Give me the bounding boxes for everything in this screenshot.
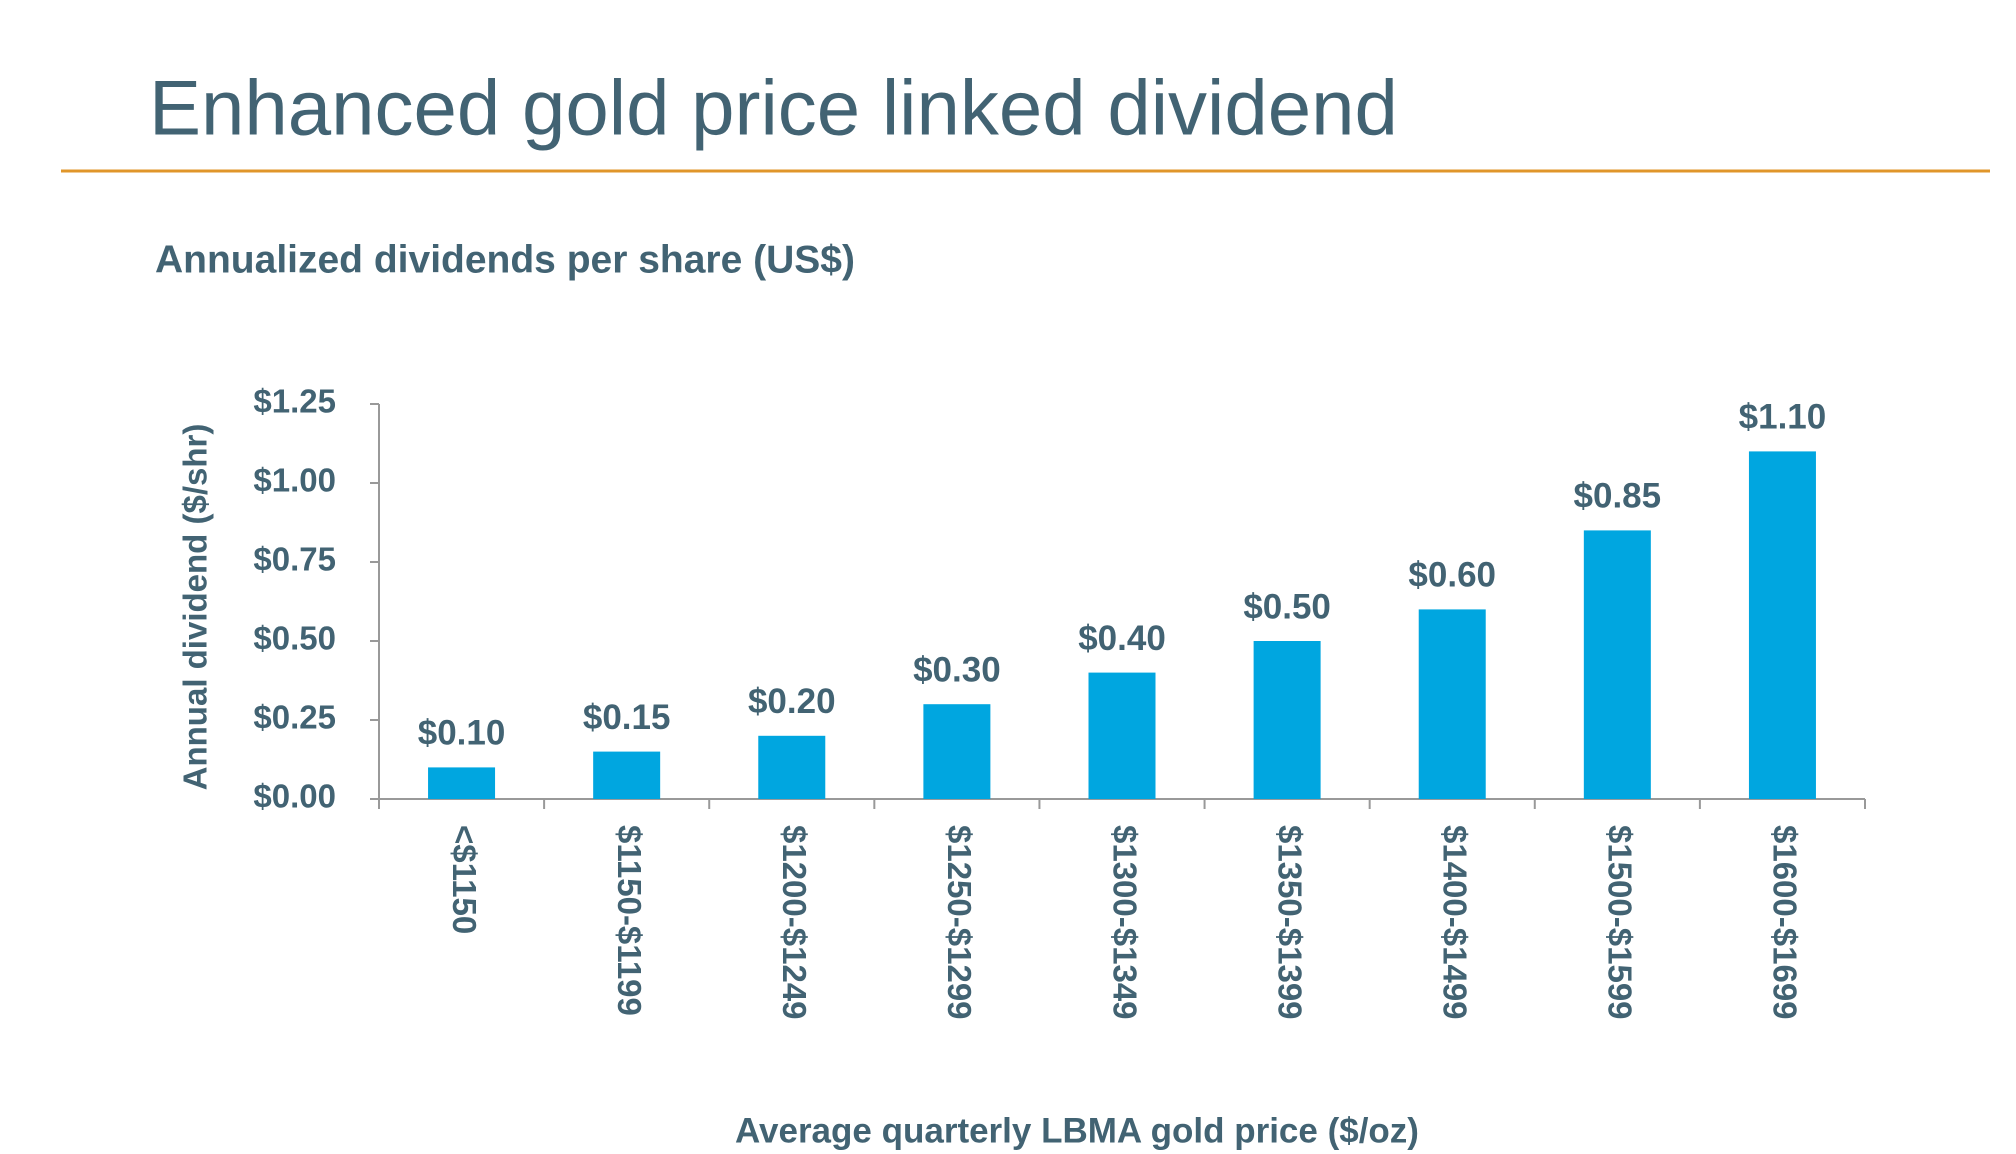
value-label: $0.30 <box>913 650 1001 689</box>
chart-title: Annualized dividends per share (US$) <box>155 238 855 281</box>
value-label: $0.40 <box>1078 619 1166 658</box>
slide-title: Enhanced gold price linked dividend <box>149 64 1398 152</box>
x-tick-label: $1600-$1699 <box>1767 825 1804 1020</box>
y-tick-label: $1.25 <box>253 383 336 420</box>
y-tick-label: $0.50 <box>253 620 336 657</box>
value-label: $0.60 <box>1408 556 1496 595</box>
value-label: $0.10 <box>418 714 506 753</box>
bar <box>1583 530 1651 799</box>
value-label: $1.10 <box>1739 398 1827 437</box>
value-label: $0.20 <box>748 682 836 721</box>
bar <box>923 704 991 799</box>
value-label: $0.15 <box>583 698 671 737</box>
value-label: $0.85 <box>1574 477 1662 516</box>
y-axis-label: Annual dividend ($/shr) <box>177 424 214 791</box>
y-tick-label: $0.25 <box>253 699 336 736</box>
x-tick-label: $1500-$1599 <box>1602 825 1639 1020</box>
value-label: $0.50 <box>1243 587 1331 626</box>
x-tick-label: $1200-$1249 <box>776 825 813 1020</box>
x-tick-label: $1250-$1299 <box>941 825 978 1020</box>
x-tick-label: $1150-$1199 <box>611 825 648 1016</box>
bar <box>428 767 496 799</box>
bar <box>1253 641 1321 799</box>
bar <box>1088 672 1156 799</box>
x-tick-label: $1400-$1499 <box>1437 825 1474 1020</box>
y-tick-label: $0.00 <box>253 778 336 815</box>
x-tick-label: $1350-$1399 <box>1271 825 1308 1020</box>
bar <box>758 735 826 799</box>
bar <box>593 751 661 799</box>
y-tick-label: $0.75 <box>253 541 336 578</box>
y-tick-label: $1.00 <box>253 462 336 499</box>
bar <box>1748 451 1816 799</box>
x-tick-label: <$1150 <box>446 825 483 934</box>
bar <box>1418 609 1486 799</box>
x-axis-label: Average quarterly LBMA gold price ($/oz) <box>735 1111 1419 1150</box>
x-tick-label: $1300-$1349 <box>1106 825 1143 1020</box>
